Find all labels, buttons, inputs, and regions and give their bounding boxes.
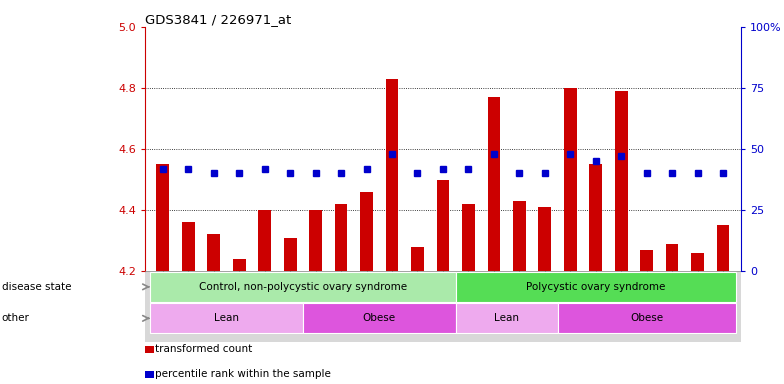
Text: percentile rank within the sample: percentile rank within the sample: [155, 369, 331, 379]
Text: Obese: Obese: [630, 313, 663, 323]
Bar: [641, 250, 653, 271]
Bar: [539, 207, 551, 271]
Bar: [557, 303, 736, 333]
Bar: [411, 247, 424, 271]
Text: other: other: [2, 313, 30, 323]
Text: Polycystic ovary syndrome: Polycystic ovary syndrome: [526, 282, 666, 292]
Bar: [303, 303, 456, 333]
Bar: [717, 225, 729, 271]
Bar: [488, 97, 500, 271]
Bar: [360, 192, 373, 271]
Bar: [462, 204, 475, 271]
Bar: [208, 235, 220, 271]
Bar: [335, 204, 347, 271]
Text: Lean: Lean: [494, 313, 519, 323]
Text: Lean: Lean: [214, 313, 239, 323]
Bar: [259, 210, 271, 271]
Bar: [691, 253, 704, 271]
Bar: [564, 88, 577, 271]
Bar: [233, 259, 245, 271]
Bar: [666, 243, 678, 271]
Text: GDS3841 / 226971_at: GDS3841 / 226971_at: [145, 13, 292, 26]
Bar: [513, 201, 526, 271]
Text: Obese: Obese: [363, 313, 396, 323]
Text: transformed count: transformed count: [155, 344, 252, 354]
Bar: [456, 272, 736, 302]
Bar: [157, 164, 169, 271]
Bar: [386, 79, 398, 271]
Bar: [456, 303, 557, 333]
Text: Control, non-polycystic ovary syndrome: Control, non-polycystic ovary syndrome: [199, 282, 407, 292]
Bar: [615, 91, 627, 271]
Bar: [284, 238, 296, 271]
Bar: [590, 164, 602, 271]
Bar: [150, 303, 303, 333]
Bar: [150, 272, 456, 302]
Text: disease state: disease state: [2, 282, 71, 292]
Bar: [437, 180, 449, 271]
Bar: [182, 222, 194, 271]
Bar: [309, 210, 322, 271]
